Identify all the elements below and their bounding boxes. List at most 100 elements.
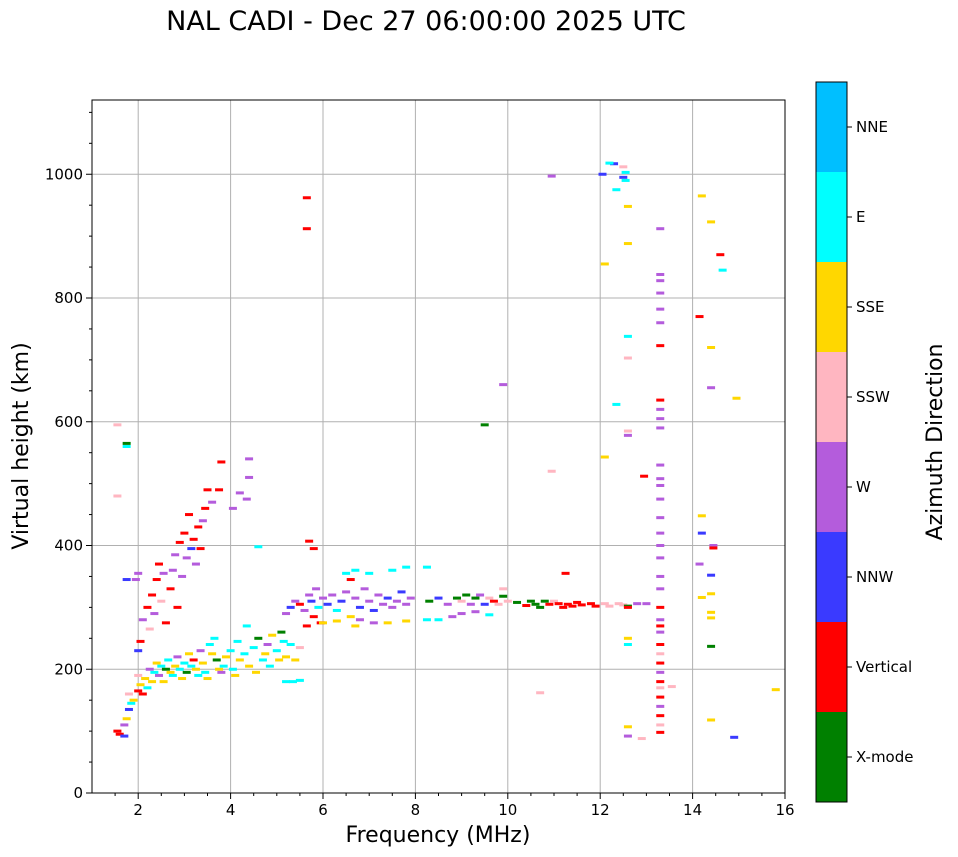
echo-point [452, 596, 461, 600]
echo-point [656, 670, 665, 674]
colorbar-label: Vertical [856, 658, 912, 676]
colorbar-title: Azimuth Direction [923, 343, 948, 540]
colorbar-swatch-w [816, 442, 847, 532]
echo-point [143, 605, 152, 609]
echo-point [554, 602, 563, 606]
echo-point [115, 732, 124, 736]
echo-point [113, 729, 122, 733]
colorbar-swatch-sse [816, 262, 847, 352]
echo-point [173, 605, 182, 609]
echo-point [233, 639, 242, 643]
echo-point [531, 602, 540, 606]
y-tick-label: 0 [73, 784, 83, 802]
echo-point [282, 612, 291, 616]
echo-point [136, 639, 145, 643]
echo-point [545, 602, 554, 606]
echo-point [203, 488, 212, 492]
colorbar-label: NNW [856, 568, 893, 586]
echo-point [513, 600, 522, 604]
echo-point [168, 568, 177, 572]
echo-point [640, 474, 649, 478]
echo-point [388, 605, 397, 609]
echo-point [656, 556, 665, 560]
echo-point [586, 602, 595, 606]
echo-point [295, 602, 304, 606]
echo-point [591, 604, 600, 608]
echo-point [503, 599, 512, 603]
echo-point [656, 463, 665, 467]
echo-point [302, 227, 311, 231]
echo-point [402, 602, 411, 606]
echo-point [210, 636, 219, 640]
echo-point [612, 402, 621, 406]
echo-point [305, 593, 314, 597]
echo-point [656, 630, 665, 634]
echo-point [242, 497, 251, 501]
echo-point [434, 618, 443, 622]
echo-point [422, 618, 431, 622]
echo-point [637, 737, 646, 741]
echo-point [559, 605, 568, 609]
echo-point [471, 596, 480, 600]
echo-point [134, 689, 143, 693]
echo-point [369, 608, 378, 612]
echo-point [272, 649, 281, 653]
echo-point [261, 652, 270, 656]
y-tick-label: 1000 [45, 165, 83, 183]
echo-point [286, 643, 295, 646]
echo-point [148, 680, 157, 684]
echo-point [288, 680, 297, 684]
echo-point [443, 602, 452, 606]
echo-point [265, 664, 274, 668]
echo-point [138, 692, 147, 696]
y-tick-label: 200 [54, 660, 83, 678]
echo-point [600, 455, 609, 459]
echo-point [185, 513, 194, 517]
echo-point [309, 615, 318, 619]
echo-point [226, 649, 235, 653]
echo-point [633, 602, 642, 606]
echo-point [300, 608, 309, 612]
echo-point [245, 664, 254, 668]
echo-point [485, 596, 494, 600]
echo-point [536, 691, 545, 695]
echo-point [182, 556, 191, 560]
echo-point [268, 633, 277, 637]
echo-point [623, 643, 632, 646]
echo-point [600, 262, 609, 266]
echo-point [623, 605, 632, 609]
echo-point [623, 433, 632, 437]
echo-point [476, 593, 485, 597]
echo-point [171, 664, 180, 668]
echo-point [217, 670, 226, 674]
echo-point [656, 587, 665, 591]
echo-points [113, 161, 780, 741]
echo-point [185, 652, 194, 656]
echo-point [656, 544, 665, 547]
echo-point [180, 661, 189, 665]
echo-point [309, 547, 318, 551]
echo-point [134, 673, 143, 677]
echo-point [656, 605, 665, 609]
echo-point [346, 578, 355, 582]
echo-point [621, 170, 630, 174]
echo-point [422, 565, 431, 569]
echo-point [623, 725, 632, 729]
echo-point [166, 587, 175, 591]
echo-point [252, 670, 261, 674]
echo-point [577, 603, 586, 607]
echo-point [707, 610, 716, 614]
echo-point [134, 649, 143, 653]
echo-point [189, 658, 198, 662]
x-tick-label: 10 [498, 801, 517, 819]
echo-point [143, 686, 152, 690]
y-axis-label: Virtual height (km) [9, 342, 34, 549]
echo-point [392, 599, 401, 603]
echo-point [499, 587, 508, 591]
echo-point [159, 680, 168, 684]
echo-point [536, 605, 545, 609]
echo-point [573, 600, 582, 604]
echo-point [406, 596, 415, 600]
echo-point [286, 605, 295, 609]
echo-point [201, 506, 210, 510]
